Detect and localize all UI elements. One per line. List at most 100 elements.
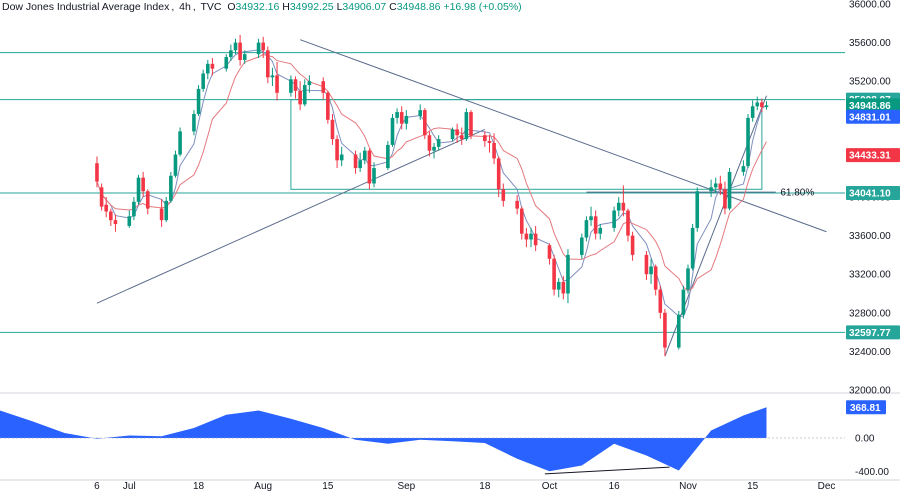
trendline xyxy=(299,39,827,233)
candle-body xyxy=(593,216,598,234)
oscillator-value-badge xyxy=(846,400,886,415)
candle-body xyxy=(192,114,196,132)
time-tick-label: Nov xyxy=(679,481,697,492)
open-value: 34932.16 xyxy=(235,1,280,13)
candle-body xyxy=(589,216,593,221)
data-source: TVC xyxy=(200,1,222,13)
candle-body xyxy=(487,141,492,143)
candle-body xyxy=(169,175,173,201)
price-badge-label: 34433.31 xyxy=(849,151,891,162)
candle-body xyxy=(399,112,404,124)
candle-body xyxy=(302,85,307,105)
symbol-name[interactable]: Dow Jones Industrial Average Index xyxy=(2,1,170,13)
candle-body xyxy=(718,183,723,190)
candle-body xyxy=(764,105,769,108)
candle-body xyxy=(275,75,279,93)
candle-body xyxy=(339,154,344,161)
candle-body xyxy=(395,112,399,118)
time-tick-label: 6 xyxy=(94,481,100,492)
candle-body xyxy=(196,88,201,115)
candle-body xyxy=(224,57,229,69)
candle-body xyxy=(616,202,621,211)
candle-body xyxy=(270,75,275,78)
candle-body xyxy=(289,79,293,93)
price-badge-label: 32597.77 xyxy=(849,328,891,339)
candle-body xyxy=(95,163,99,182)
candle-body xyxy=(746,117,750,167)
candle-body xyxy=(178,131,182,155)
candle-body xyxy=(145,191,150,209)
candle-body xyxy=(229,50,233,58)
candle-body xyxy=(760,102,764,108)
price-tick-label: 32400.00 xyxy=(849,347,891,358)
candle-body xyxy=(755,102,760,107)
close-key: C xyxy=(389,1,397,13)
candle-body xyxy=(367,150,372,184)
candle-body xyxy=(362,150,367,161)
candle-body xyxy=(307,81,312,86)
candle-body xyxy=(690,227,695,269)
candle-body xyxy=(335,139,339,161)
interval[interactable]: 4h xyxy=(179,1,191,13)
moving-average-slow xyxy=(96,53,767,292)
time-tick-label: Jul xyxy=(123,481,136,492)
time-tick-label: Sep xyxy=(397,481,415,492)
candle-body xyxy=(201,73,205,89)
candle-body xyxy=(584,220,589,238)
time-tick-label: 18 xyxy=(479,481,491,492)
candle-body xyxy=(238,42,242,60)
candle-body xyxy=(658,289,663,313)
price-badge xyxy=(846,325,900,340)
candle-body xyxy=(127,216,132,226)
oscillator-tick-label: 0.00 xyxy=(855,434,875,445)
candle-body xyxy=(630,235,635,255)
candle-body xyxy=(159,208,164,221)
candle-body xyxy=(321,81,326,93)
close-value: 34948.86 xyxy=(396,1,441,13)
candle-body xyxy=(529,233,533,240)
candle-body xyxy=(644,254,649,275)
candle-body xyxy=(709,187,713,192)
candle-body xyxy=(676,314,681,348)
candle-body xyxy=(547,245,552,259)
time-tick-label: 16 xyxy=(609,481,621,492)
candle-body xyxy=(104,204,109,212)
price-badge xyxy=(846,148,900,163)
candle-body xyxy=(626,210,630,236)
time-tick-label: 15 xyxy=(322,481,334,492)
price-tick-label: 33600.00 xyxy=(849,231,891,242)
price-tick-label: 35600.00 xyxy=(849,38,891,49)
price-tick-label: 32800.00 xyxy=(849,308,891,319)
low-key: L xyxy=(336,1,343,13)
candle-body xyxy=(132,201,136,217)
candle-body xyxy=(492,142,496,159)
candle-body xyxy=(459,135,464,140)
candle-body xyxy=(436,139,441,147)
candle-body xyxy=(496,158,501,190)
candle-body xyxy=(483,135,487,142)
price-badge-label: 34041.10 xyxy=(849,189,891,200)
candle-body xyxy=(390,117,395,145)
candle-body xyxy=(99,187,104,207)
candle-body xyxy=(713,183,718,188)
candle-body xyxy=(330,119,335,140)
candle-body xyxy=(242,54,247,60)
candle-body xyxy=(326,92,330,120)
candle-body xyxy=(515,200,519,209)
fib-level-label: 61.80% xyxy=(780,188,814,199)
oscillator-area xyxy=(0,407,767,472)
candle-body xyxy=(256,42,261,55)
candle-body xyxy=(136,177,141,202)
price-badge xyxy=(846,109,900,124)
price-tick-label: 32000.00 xyxy=(849,386,891,397)
candle-body xyxy=(501,189,506,201)
candle-body xyxy=(205,63,210,74)
candle-body xyxy=(750,106,755,118)
candle-body xyxy=(464,112,469,140)
candle-body xyxy=(653,266,658,290)
candle-body xyxy=(561,281,566,294)
candle-body xyxy=(580,237,584,255)
candle-body xyxy=(649,266,653,275)
